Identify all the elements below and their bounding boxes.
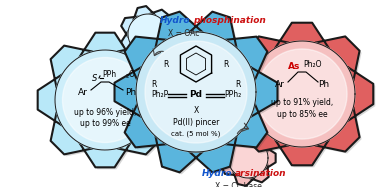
Text: X = OAc: X = OAc: [168, 28, 199, 38]
Text: X = Cl, base: X = Cl, base: [215, 182, 262, 187]
Text: Ph: Ph: [318, 79, 330, 88]
Polygon shape: [128, 14, 168, 54]
Text: PPh: PPh: [102, 70, 116, 79]
Text: Pd(II) pincer: Pd(II) pincer: [173, 117, 219, 126]
Text: arsination: arsination: [235, 169, 287, 179]
Text: Ar: Ar: [275, 79, 285, 88]
Text: R: R: [235, 79, 241, 88]
Text: R: R: [223, 59, 229, 68]
Text: Ph₂O: Ph₂O: [303, 59, 321, 68]
Polygon shape: [136, 32, 256, 152]
Polygon shape: [121, 6, 176, 62]
Polygon shape: [249, 41, 355, 147]
Text: Ph₂P: Ph₂P: [151, 90, 168, 99]
Polygon shape: [38, 33, 172, 167]
Text: phosphination: phosphination: [193, 16, 266, 24]
Text: R: R: [163, 59, 169, 68]
Text: 2: 2: [125, 73, 129, 79]
Text: Pd: Pd: [189, 90, 203, 99]
Text: PPh₂: PPh₂: [224, 90, 241, 99]
FancyArrowPatch shape: [153, 49, 163, 56]
Text: up to 99% ee: up to 99% ee: [80, 119, 130, 128]
Text: O: O: [129, 70, 135, 79]
FancyArrowPatch shape: [237, 123, 248, 134]
Polygon shape: [38, 33, 172, 167]
Text: S: S: [92, 73, 98, 82]
Text: up to 91% yield,: up to 91% yield,: [271, 97, 333, 107]
Text: Ph: Ph: [125, 88, 136, 96]
Text: R: R: [151, 79, 157, 88]
Text: As: As: [288, 62, 300, 70]
Text: X: X: [194, 105, 198, 114]
Circle shape: [62, 57, 147, 142]
Polygon shape: [115, 12, 277, 172]
Circle shape: [257, 49, 347, 139]
Polygon shape: [228, 138, 268, 178]
Text: Ar: Ar: [78, 88, 88, 96]
Polygon shape: [231, 23, 373, 165]
Polygon shape: [116, 14, 279, 174]
Polygon shape: [55, 50, 155, 150]
Polygon shape: [233, 25, 375, 167]
Polygon shape: [221, 130, 276, 186]
Polygon shape: [115, 12, 277, 172]
Text: Hydro: Hydro: [160, 16, 191, 24]
Text: up to 96% yield,: up to 96% yield,: [74, 108, 136, 117]
Text: up to 85% ee: up to 85% ee: [277, 110, 327, 119]
Text: Hydro: Hydro: [202, 169, 232, 179]
Text: cat. (5 mol %): cat. (5 mol %): [171, 131, 221, 137]
Polygon shape: [231, 23, 373, 165]
Polygon shape: [40, 35, 174, 169]
Circle shape: [145, 41, 247, 143]
